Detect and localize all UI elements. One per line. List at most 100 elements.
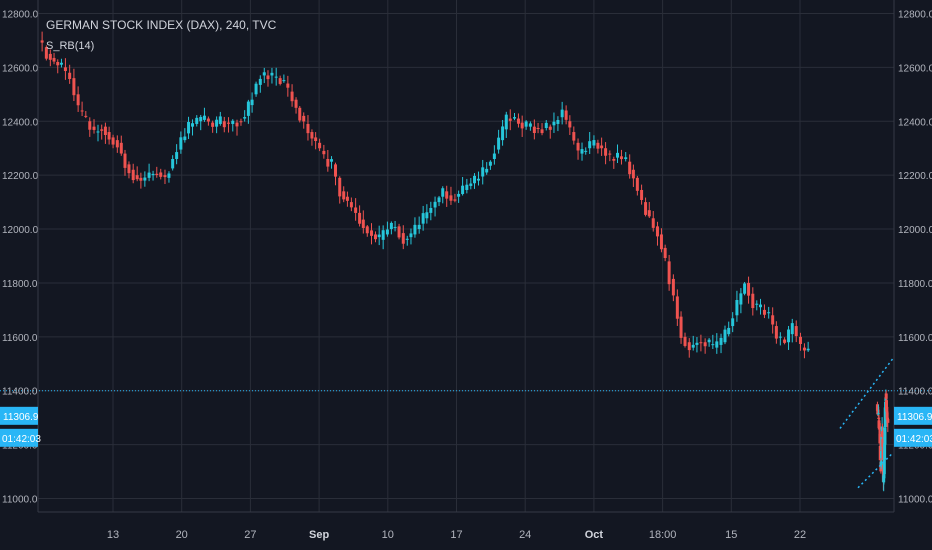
candle-down [354, 207, 358, 213]
candle-down [44, 47, 48, 59]
candle-down [520, 122, 524, 129]
candle-down [127, 164, 131, 174]
candle-up [218, 116, 222, 124]
candle-up [876, 413, 880, 415]
candle-up [191, 123, 195, 127]
x-tick-label: 24 [519, 529, 531, 541]
candle-up [524, 121, 528, 127]
candle-up [246, 101, 250, 116]
candle-up [485, 168, 489, 173]
candle-up [544, 122, 548, 128]
candle-up [461, 185, 465, 195]
candle-up [377, 234, 381, 238]
candle-up [243, 117, 247, 119]
y-tick-label-left: 11400.0 [2, 387, 38, 398]
candle-up [882, 459, 886, 475]
candle-up [695, 342, 699, 345]
candle-down [635, 177, 639, 191]
candle-up [790, 323, 794, 335]
candle-down [802, 347, 806, 351]
x-tick-label: Sep [309, 529, 329, 541]
candle-down [63, 67, 67, 72]
last-price-box-left [0, 406, 38, 425]
candle-up [723, 329, 727, 343]
candle-down [640, 189, 644, 200]
grid-lines [38, 0, 894, 512]
candle-up [274, 76, 278, 78]
candle-down [449, 195, 453, 201]
candle-down [783, 339, 787, 343]
candle-down [302, 115, 306, 122]
indicator-label: S_RB(14) [46, 40, 95, 52]
candle-up [59, 62, 63, 65]
candle-up [584, 150, 588, 152]
candle-down [667, 261, 671, 285]
candle-up [556, 119, 560, 124]
candle-down [516, 118, 520, 124]
candle-down [647, 210, 651, 217]
x-tick-label: Oct [585, 529, 604, 541]
candle-down [619, 156, 623, 160]
candle-down [644, 202, 648, 215]
candle-up [481, 167, 485, 177]
candle-up [592, 140, 596, 146]
candle-up [560, 109, 564, 118]
candle-down [881, 447, 885, 461]
candle-down [508, 118, 512, 121]
y-tick-label-left: 12400.0 [2, 117, 39, 128]
x-tick-label: 20 [176, 529, 188, 541]
candle-up [711, 344, 715, 346]
candle-down [294, 99, 298, 108]
candle-up [883, 407, 887, 428]
candle-down [532, 126, 536, 134]
y-tick-label-right: 11600.0 [898, 333, 932, 344]
candle-up [492, 153, 496, 159]
candle-up [330, 159, 334, 162]
candle-down [306, 123, 310, 134]
candle-up [385, 229, 389, 235]
candle-up [883, 427, 887, 445]
candle-up [231, 120, 235, 124]
countdown-label-left: 01:42:03 [2, 434, 41, 445]
candle-up [429, 207, 433, 213]
candle-down [227, 122, 231, 124]
candle-up [731, 318, 735, 327]
candle-up [175, 152, 179, 159]
candle-up [179, 137, 183, 150]
y-tick-label-right: 11400.0 [898, 387, 932, 398]
candle-down [56, 61, 60, 66]
candle-up [151, 173, 155, 176]
candle-up [187, 121, 191, 134]
candle-up [215, 119, 219, 127]
channel-lower [857, 452, 894, 489]
candle-up [691, 344, 695, 348]
candle-up [457, 193, 461, 197]
candle-up [389, 222, 393, 230]
last-price-label-left: 11306.9 [3, 412, 39, 423]
candle-down [663, 247, 667, 259]
y-tick-label-right: 12200.0 [898, 171, 932, 182]
candle-up [421, 213, 425, 224]
candle-down [774, 326, 778, 339]
candle-down [80, 110, 84, 112]
candle-down [675, 296, 679, 319]
candle-up [758, 304, 762, 308]
candle-up [199, 116, 203, 122]
y-tick-label-left: 12800.0 [2, 9, 39, 20]
candle-up [195, 117, 199, 124]
candle-up [405, 238, 409, 240]
candle-down [878, 433, 882, 444]
candle-down [84, 115, 88, 117]
candle-down [536, 128, 540, 129]
candle-down [123, 153, 127, 168]
y-tick-label-right: 11800.0 [898, 279, 932, 290]
candle-up [735, 300, 739, 316]
candle-down [286, 83, 290, 88]
candle-up [778, 336, 782, 338]
candle-down [703, 342, 707, 347]
candle-up [147, 172, 151, 178]
candle-up [250, 99, 254, 106]
candle-up [739, 293, 743, 305]
candle-up [624, 157, 628, 159]
